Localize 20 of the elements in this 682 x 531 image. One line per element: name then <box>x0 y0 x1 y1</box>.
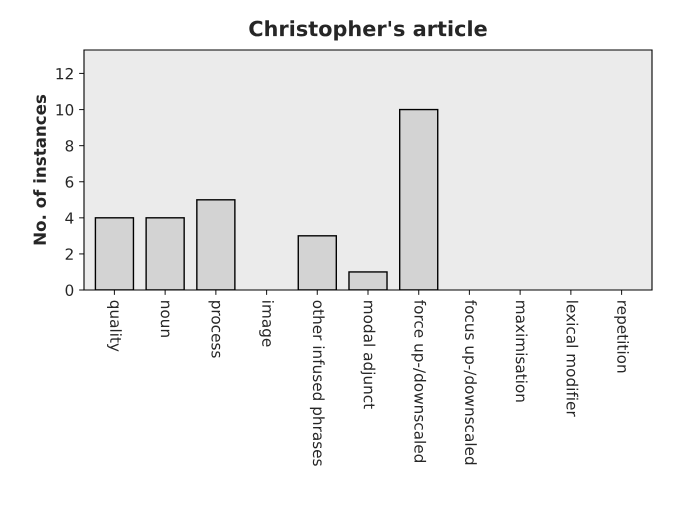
x-tick-label: process <box>208 301 220 358</box>
y-tick-label: 10 <box>56 104 74 116</box>
y-tick-label: 2 <box>66 248 73 260</box>
x-tick-label: image <box>259 301 274 346</box>
x-tick-label: other infused phrases <box>310 300 325 466</box>
x-tick-label: force up-/downscaled <box>411 300 426 462</box>
y-axis-title: No. of instances <box>33 94 46 244</box>
y-tick-label: 0 <box>66 284 74 296</box>
x-tick-label: noun <box>160 301 170 337</box>
x-tick-label: modal adjunct <box>360 301 376 409</box>
x-tick-label: focus up-/downscaled <box>462 300 477 464</box>
y-tick-label: 8 <box>66 140 74 152</box>
x-tick-label: repetition <box>614 301 629 372</box>
y-tick-label: 12 <box>56 68 73 80</box>
y-tick-label: 6 <box>66 176 74 188</box>
x-tick-label: quality <box>107 300 122 352</box>
chart-title: Christopher's article <box>249 20 487 40</box>
x-tick-label: maximisation <box>516 301 528 402</box>
x-tick-label: lexical modifier <box>566 301 578 417</box>
y-tick-label: 4 <box>65 212 74 224</box>
